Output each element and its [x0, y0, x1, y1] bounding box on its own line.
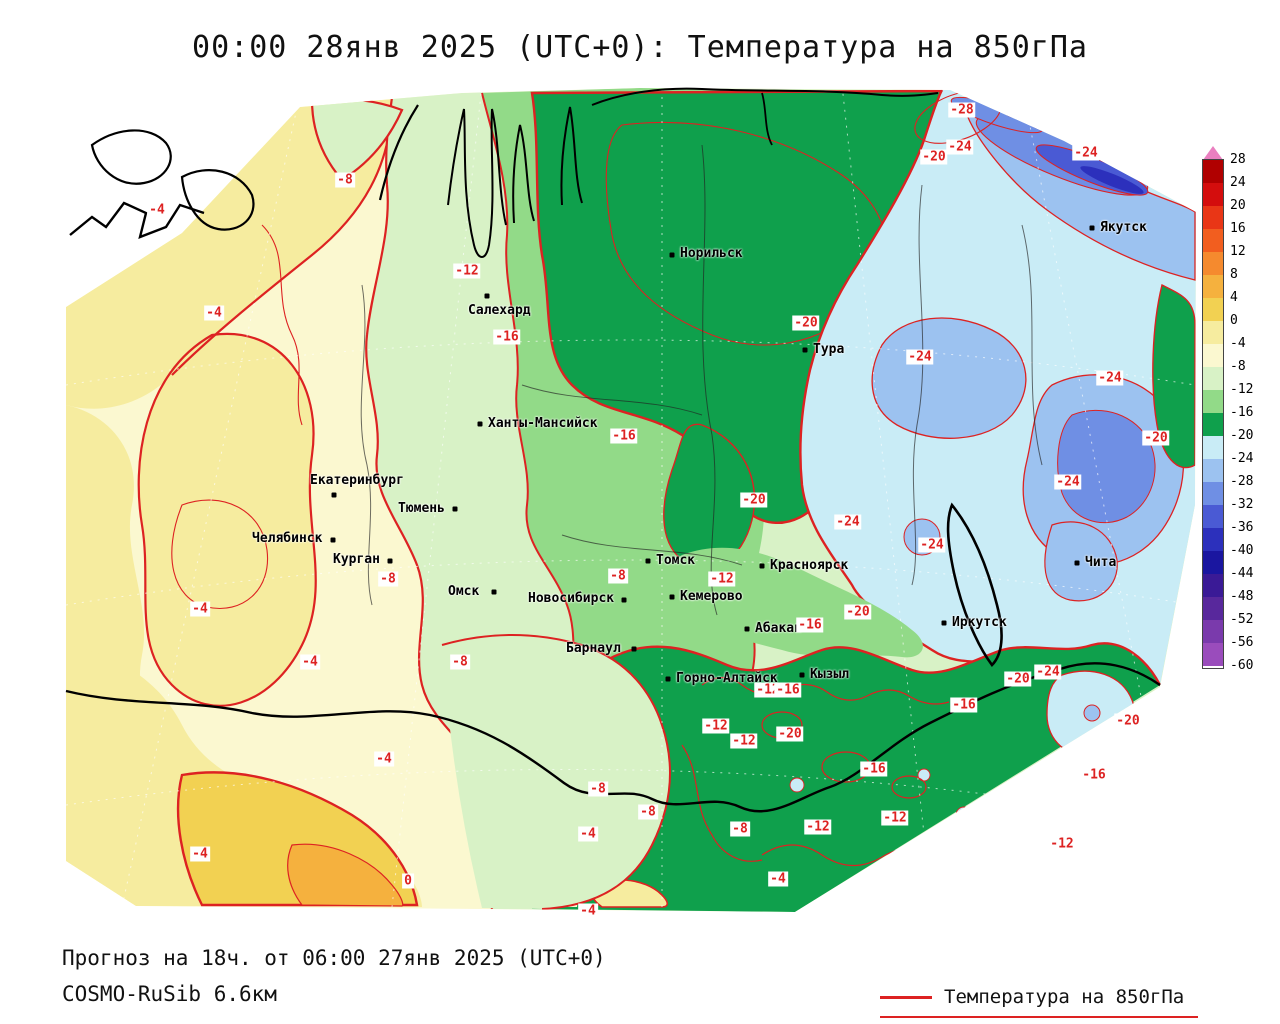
colorbar-band	[1203, 436, 1223, 459]
temperature-field	[66, 88, 1196, 912]
colorbar-tick-label: -24	[1230, 451, 1254, 466]
legend-line-sample	[880, 995, 932, 999]
colorbar-band	[1203, 551, 1223, 574]
colorbar-tick-label: 12	[1230, 244, 1246, 259]
lake-baikal	[946, 502, 1003, 667]
colorbar-band	[1203, 183, 1223, 206]
temperature-map: Норильск Якутск Салехард Тура Ханты-Мансийск…	[62, 85, 1202, 947]
colorbar-tick-label: -56	[1230, 635, 1254, 650]
colorbar-frame	[1202, 159, 1224, 669]
colorbar-tick-label: -28	[1230, 474, 1254, 489]
colorbar-tick-label: -32	[1230, 497, 1254, 512]
colorbar-tick-label: -16	[1230, 405, 1254, 420]
colorbar-tick-label: -12	[1230, 382, 1254, 397]
colorbar-band	[1203, 620, 1223, 643]
colorbar-tick-label: -52	[1230, 612, 1254, 627]
forecast-info: Прогноз на 18ч. от 06:00 27янв 2025 (UTC…	[62, 946, 606, 970]
colorbar-tick-label: 8	[1230, 267, 1238, 282]
colorbar-band	[1203, 528, 1223, 551]
colorbar-band	[1203, 390, 1223, 413]
colorbar-band	[1203, 574, 1223, 597]
colorbar-tick-label: -48	[1230, 589, 1254, 604]
colorbar-band	[1203, 344, 1223, 367]
legend-label: Температура на 850гПа	[944, 986, 1185, 1008]
colorbar-tick-label: -60	[1230, 658, 1254, 673]
colorbar-tick-label: -40	[1230, 543, 1254, 558]
colorbar-overflow-arrow	[1203, 146, 1223, 160]
colorbar-tick-label: 20	[1230, 198, 1246, 213]
southern-border	[65, 662, 1161, 813]
temperature-field-svg	[65, 87, 1196, 912]
colorbar-band	[1203, 413, 1223, 436]
colorbar-band	[1203, 298, 1223, 321]
colorbar-tick-label: 24	[1230, 175, 1246, 190]
colorbar-band	[1203, 321, 1223, 344]
colorbar-band	[1203, 597, 1223, 620]
colorbar-band	[1203, 643, 1223, 666]
coastlines	[65, 87, 1161, 813]
colorbar-tick-label: 16	[1230, 221, 1246, 236]
colorbar-tick-label: 0	[1230, 313, 1238, 328]
page-title: 00:00 28янв 2025 (UTC+0): Температура на…	[192, 30, 1088, 65]
colorbar-band	[1203, 505, 1223, 528]
colorbar-tick-label: 4	[1230, 290, 1238, 305]
colorbar-tick-label: 28	[1230, 152, 1246, 167]
colorbar-band	[1203, 252, 1223, 275]
colorbar-band	[1203, 482, 1223, 505]
colorbar-tick-label: -20	[1230, 428, 1254, 443]
colorbar-band	[1203, 275, 1223, 298]
colorbar-band	[1203, 229, 1223, 252]
colorbar-band	[1203, 160, 1223, 183]
colorbar-tick-label: -44	[1230, 566, 1254, 581]
colorbar-band	[1203, 367, 1223, 390]
temperature-colorbar: 28 24 20 16 12 8 4 0 -4 -8 -12 -16 -20 -24 -28 -32 -36 -4…	[1202, 146, 1279, 686]
colorbar-tick-label: -36	[1230, 520, 1254, 535]
colorbar-band	[1203, 206, 1223, 229]
colorbar-tick-label: -8	[1230, 359, 1246, 374]
colorbar-tick-label: -4	[1230, 336, 1246, 351]
map-legend: Температура на 850гПа	[880, 986, 1198, 1018]
model-info: COSMO-RuSib 6.6км	[62, 982, 277, 1006]
colorbar-band	[1203, 459, 1223, 482]
